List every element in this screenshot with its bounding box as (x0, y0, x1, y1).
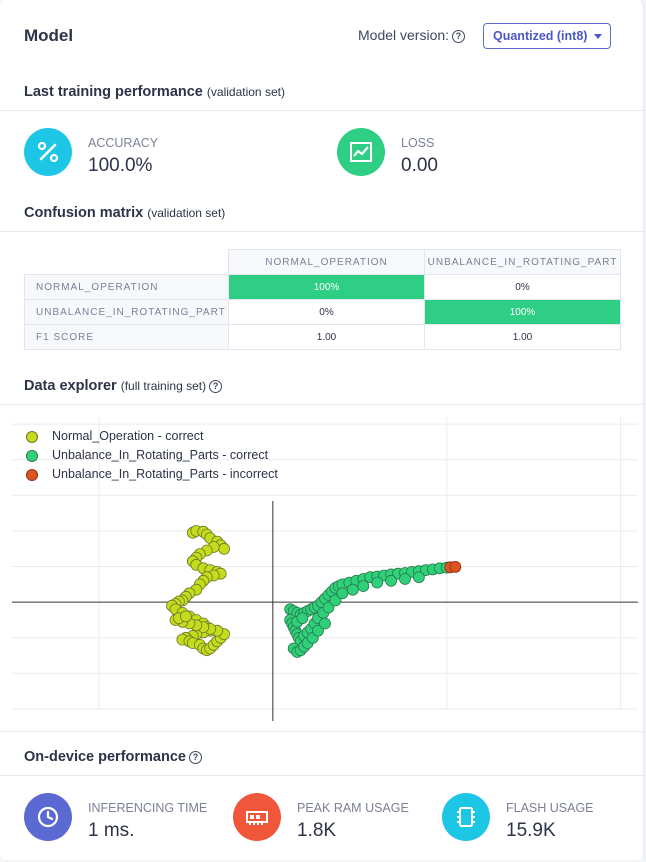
data-point (319, 617, 331, 630)
inferencing-time-value: 1 ms. (88, 820, 135, 841)
data-point (412, 571, 425, 584)
explorer-subtitle: (full training set) (120, 379, 207, 393)
chevron-down-icon (594, 34, 602, 39)
data-point (346, 583, 359, 596)
training-title-text: Last training performance (24, 84, 203, 100)
legend-swatch (26, 450, 38, 462)
table-row: UNBALANCE_IN_ROTATING_PART 0% 100% (24, 299, 621, 325)
accuracy-value: 100.0% (88, 155, 153, 176)
divider (0, 404, 644, 405)
matrix-cell: 1.00 (424, 324, 621, 350)
data-point (385, 574, 398, 587)
explorer-title-text: Data explorer (24, 378, 117, 394)
percent-icon (24, 128, 72, 176)
flash-usage-value: 15.9K (506, 820, 556, 841)
table-row: NORMAL_OPERATION 100% 0% (24, 274, 621, 300)
data-point (218, 542, 231, 555)
matrix-cell: 0% (424, 274, 621, 300)
divider (0, 731, 644, 732)
model-header: Model Model version:? Quantized (int8) (0, 0, 644, 72)
model-version-value: Quantized (int8) (493, 29, 588, 43)
legend-swatch (26, 431, 38, 443)
data-point (449, 560, 462, 573)
help-icon[interactable]: ? (188, 751, 202, 764)
peak-ram-value: 1.8K (297, 820, 337, 841)
data-point (322, 601, 335, 614)
divider (0, 110, 644, 111)
training-subtitle: (validation set) (206, 85, 285, 99)
memory-icon (233, 793, 281, 841)
confusion-title-text: Confusion matrix (24, 205, 144, 221)
legend-label: Normal_Operation - correct (52, 429, 204, 443)
data-point (296, 612, 309, 625)
model-version-label-text: Model version: (358, 27, 450, 43)
data-point (179, 610, 192, 623)
plot-grid (12, 417, 638, 710)
row-header: NORMAL_OPERATION (24, 274, 229, 300)
loss-value: 0.00 (401, 155, 438, 176)
row-header: UNBALANCE_IN_ROTATING_PART (24, 299, 229, 325)
help-icon[interactable]: ? (209, 380, 223, 393)
column-header: NORMAL_OPERATION (228, 249, 425, 275)
flash-usage-label: FLASH USAGE (506, 801, 594, 815)
table-row: NORMAL_OPERATION UNBALANCE_IN_ROTATING_P… (24, 249, 621, 275)
training-title: Last training performance (validation se… (24, 84, 285, 100)
help-icon[interactable]: ? (452, 30, 466, 43)
legend-label: Unbalance_In_Rotating_Parts - correct (52, 448, 269, 462)
matrix-cell: 100% (228, 274, 425, 300)
corner-cell (24, 249, 229, 275)
table-row: F1 SCORE 1.00 1.00 (24, 324, 621, 350)
legend-swatch (26, 469, 38, 481)
loss-label: LOSS (401, 136, 435, 150)
confusion-subtitle: (validation set) (147, 206, 226, 220)
matrix-cell: 0% (228, 299, 425, 325)
matrix-cell: 1.00 (228, 324, 425, 350)
inferencing-time-label: INFERENCING TIME (88, 801, 208, 815)
peak-ram-label: PEAK RAM USAGE (297, 801, 409, 815)
page-title: Model (24, 26, 74, 45)
confusion-matrix: NORMAL_OPERATION UNBALANCE_IN_ROTATING_P… (24, 249, 621, 350)
clock-icon (24, 793, 72, 841)
data-point (399, 573, 411, 585)
plot-points (166, 525, 462, 658)
column-header: UNBALANCE_IN_ROTATING_PART (424, 249, 621, 275)
chip-icon (442, 793, 490, 841)
data-point (371, 576, 384, 589)
ondevice-title: On-device performance? (24, 749, 202, 765)
accuracy-label: ACCURACY (88, 136, 159, 150)
row-header: F1 SCORE (24, 324, 229, 350)
model-version-label: Model version:? (358, 27, 466, 43)
data-point (312, 624, 324, 637)
matrix-cell: 100% (424, 299, 621, 325)
legend-label: Unbalance_In_Rotating_Parts - incorrect (52, 467, 278, 481)
chart-line-icon (337, 128, 385, 176)
ondevice-title-text: On-device performance (24, 749, 186, 765)
divider (0, 775, 644, 776)
data-explorer-plot[interactable] (0, 405, 644, 727)
explorer-title: Data explorer (full training set)? (24, 378, 223, 394)
divider (0, 231, 644, 232)
data-point (357, 580, 370, 593)
model-version-select[interactable]: Quantized (int8) (483, 23, 611, 49)
confusion-title: Confusion matrix (validation set) (24, 205, 225, 221)
data-point (336, 587, 349, 600)
data-point (329, 594, 342, 607)
